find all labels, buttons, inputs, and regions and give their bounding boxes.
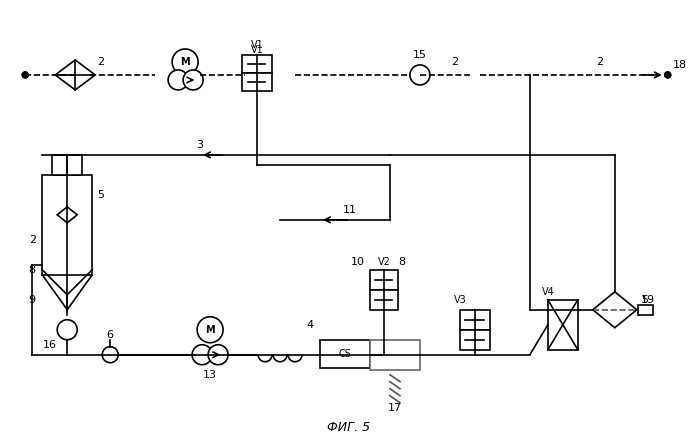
- Text: 8: 8: [398, 257, 405, 267]
- Text: 15: 15: [413, 50, 427, 60]
- Text: 9: 9: [29, 295, 36, 305]
- Text: ФИГ. 5: ФИГ. 5: [327, 421, 370, 434]
- Bar: [242, 73, 272, 91]
- Bar: [370, 290, 398, 310]
- Circle shape: [57, 320, 77, 340]
- Circle shape: [665, 72, 671, 78]
- Text: 8: 8: [29, 265, 36, 275]
- Circle shape: [22, 72, 28, 78]
- Circle shape: [208, 345, 228, 365]
- Bar: [320, 340, 370, 368]
- Circle shape: [183, 70, 203, 90]
- Text: CS: CS: [338, 349, 352, 359]
- Circle shape: [102, 347, 118, 363]
- Bar: [460, 330, 490, 350]
- Text: V3: V3: [454, 295, 466, 305]
- Text: 10: 10: [351, 257, 365, 267]
- Bar: [460, 310, 490, 330]
- Text: 5: 5: [96, 190, 103, 200]
- Text: 2: 2: [29, 235, 36, 245]
- Polygon shape: [55, 60, 95, 90]
- Text: M: M: [206, 325, 215, 335]
- Circle shape: [168, 70, 188, 90]
- Bar: [52, 155, 82, 175]
- Circle shape: [665, 72, 671, 78]
- Circle shape: [172, 49, 198, 75]
- Circle shape: [410, 65, 430, 85]
- Bar: [370, 340, 420, 370]
- Text: 4: 4: [306, 320, 314, 330]
- Text: 2: 2: [96, 57, 103, 67]
- Text: 11: 11: [343, 205, 357, 215]
- Text: V1: V1: [251, 45, 264, 55]
- Bar: [42, 175, 92, 275]
- Text: 3: 3: [196, 140, 203, 150]
- Polygon shape: [57, 207, 77, 223]
- Text: 17: 17: [388, 403, 402, 413]
- Text: 19: 19: [641, 295, 655, 305]
- Text: 13: 13: [203, 370, 217, 380]
- Text: 16: 16: [43, 340, 57, 350]
- Text: 18: 18: [672, 60, 687, 70]
- Bar: [370, 270, 398, 290]
- Text: V1: V1: [251, 40, 264, 50]
- Text: 2: 2: [452, 57, 459, 67]
- Circle shape: [197, 317, 223, 343]
- Polygon shape: [593, 292, 637, 328]
- Circle shape: [192, 345, 212, 365]
- Text: M: M: [180, 57, 190, 67]
- Bar: [242, 55, 272, 73]
- Circle shape: [22, 72, 28, 78]
- Text: 2: 2: [596, 57, 603, 67]
- Text: V4: V4: [542, 287, 554, 297]
- Bar: [637, 305, 653, 315]
- Text: 5: 5: [641, 295, 648, 305]
- Text: 6: 6: [107, 330, 114, 340]
- Text: V2: V2: [377, 257, 391, 267]
- Bar: [548, 300, 578, 350]
